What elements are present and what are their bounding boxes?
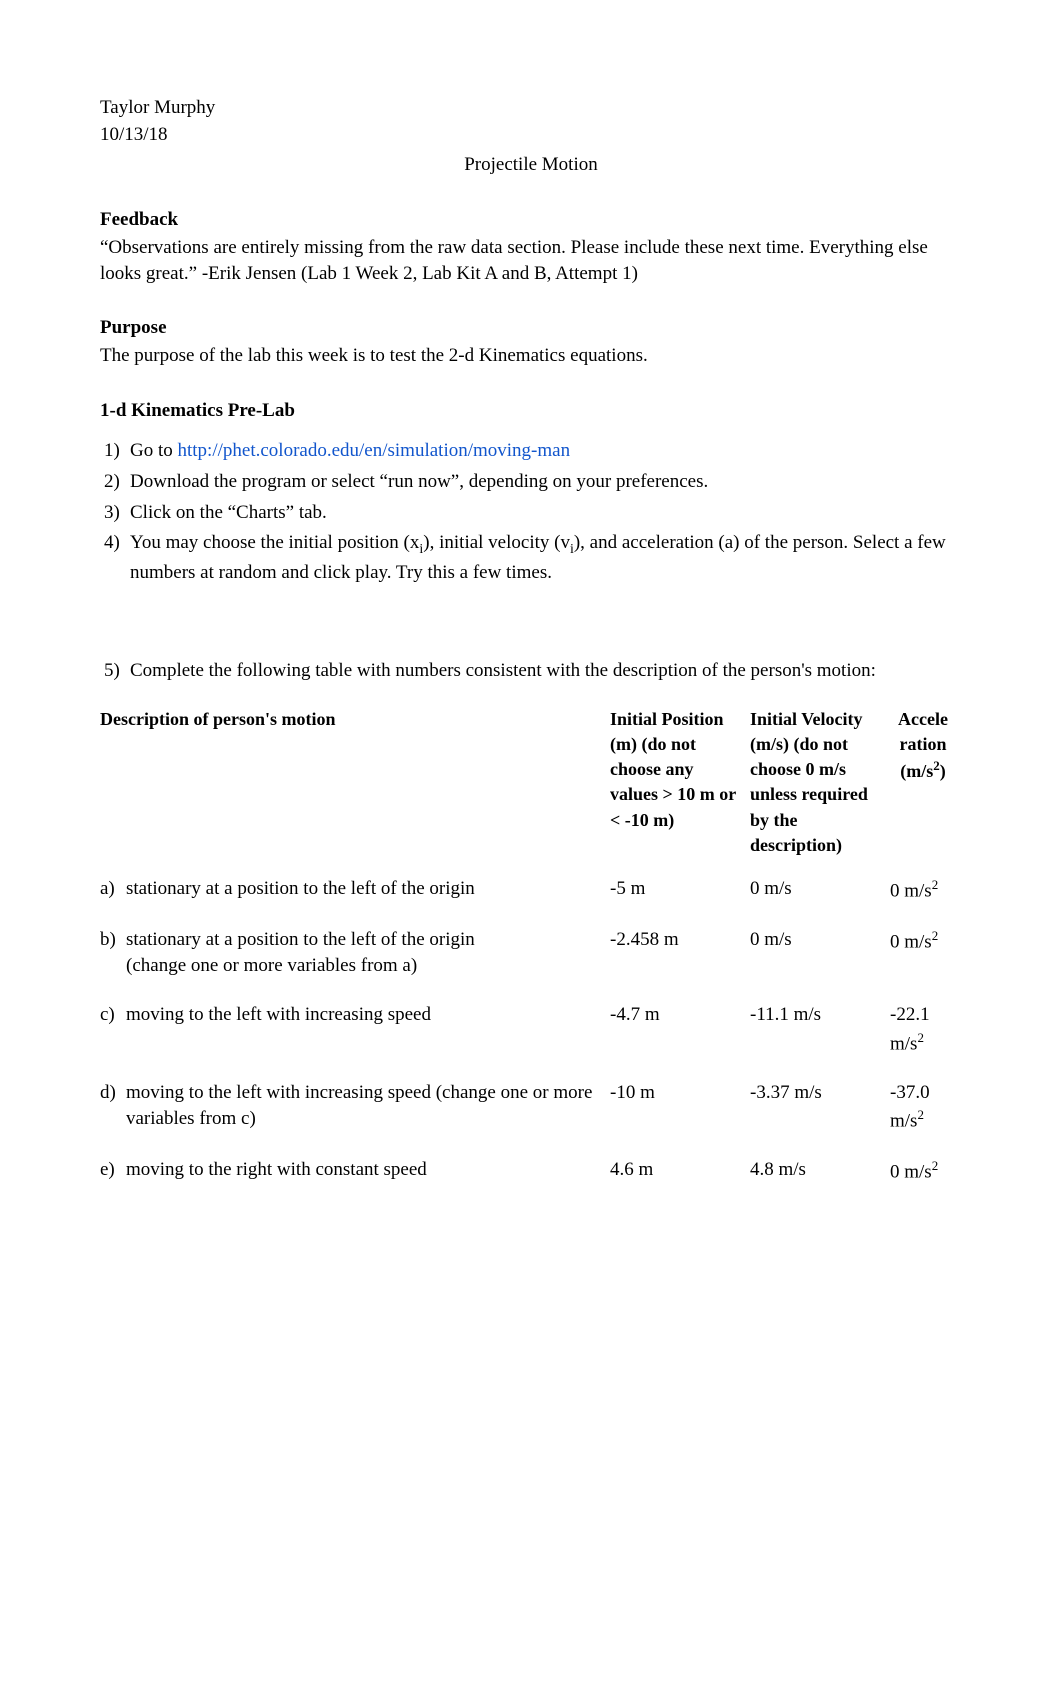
document-title: Projectile Motion: [100, 152, 962, 179]
purpose-text: The purpose of the lab this week is to t…: [100, 343, 962, 370]
step-number: 5): [100, 658, 130, 685]
document-date: 10/13/18: [100, 122, 962, 149]
step4-part-b: ), initial velocity (v: [423, 532, 570, 553]
acc-value: 0 m/s: [890, 931, 932, 952]
table-row: e) moving to the right with constant spe…: [100, 1149, 962, 1200]
header-acc-line4: ): [940, 761, 946, 781]
superscript-2: 2: [932, 928, 939, 943]
acc-value: 0 m/s: [890, 1161, 932, 1182]
row-acceleration: 0 m/s2: [884, 868, 962, 919]
row-description: stationary at a position to the left of …: [126, 919, 604, 994]
header-vel-line1: Initial Velocity: [750, 709, 863, 729]
superscript-2: 2: [932, 1158, 939, 1173]
row-velocity: 4.8 m/s: [744, 1149, 884, 1200]
table-row: a) stationary at a position to the left …: [100, 868, 962, 919]
step-number: 2): [100, 469, 130, 496]
step-number: 4): [100, 530, 130, 586]
header-acc-line3: (m/s: [900, 761, 933, 781]
row-velocity: 0 m/s: [744, 868, 884, 919]
header-description: Description of person's motion: [100, 703, 604, 868]
row-position: -5 m: [604, 868, 744, 919]
step4-part-a: You may choose the initial position (x: [130, 532, 419, 553]
step-5: 5) Complete the following table with num…: [100, 658, 962, 685]
row-acceleration: -22.1 m/s2: [884, 994, 962, 1072]
step-text: Go to http://phet.colorado.edu/en/simula…: [130, 438, 962, 465]
acc-value: 0 m/s: [890, 880, 932, 901]
superscript-2: 2: [917, 1030, 924, 1045]
row-label: a): [100, 868, 126, 919]
author-name: Taylor Murphy: [100, 95, 962, 122]
row-description: moving to the left with increasing speed…: [126, 1072, 604, 1150]
motion-table: Description of person's motion Initial P…: [100, 703, 962, 1200]
row-position: -10 m: [604, 1072, 744, 1150]
header-acc-line1: Accele: [898, 709, 948, 729]
row-description: stationary at a position to the left of …: [126, 868, 604, 919]
table-row: c) moving to the left with increasing sp…: [100, 994, 962, 1072]
row-label: c): [100, 994, 126, 1072]
step-prefix: Go to: [130, 440, 178, 461]
step-number: 3): [100, 500, 130, 527]
header-acceleration: Accele ration (m/s2): [884, 703, 962, 868]
feedback-heading: Feedback: [100, 207, 962, 234]
phet-link[interactable]: http://phet.colorado.edu/en/simulation/m…: [178, 440, 571, 461]
row-label: b): [100, 919, 126, 994]
row-description: moving to the right with constant speed: [126, 1149, 604, 1200]
header-position: Initial Position (m) (do not choose any …: [604, 703, 744, 868]
step-4: 4) You may choose the initial position (…: [100, 530, 962, 586]
table-body: a) stationary at a position to the left …: [100, 868, 962, 1200]
header-velocity: Initial Velocity (m/s) (do not choose 0 …: [744, 703, 884, 868]
header-acc-line2: ration: [900, 734, 947, 754]
step-text: Download the program or select “run now”…: [130, 469, 962, 496]
superscript-2: 2: [932, 877, 939, 892]
header-pos-line1: Initial Position: [610, 709, 724, 729]
row-acceleration: 0 m/s2: [884, 1149, 962, 1200]
header-vel-line2: (m/s) (do not choose 0 m/s unless requir…: [750, 734, 868, 855]
step-3: 3) Click on the “Charts” tab.: [100, 500, 962, 527]
superscript-2: 2: [917, 1107, 924, 1122]
row-description: moving to the left with increasing speed: [126, 994, 604, 1072]
row-label: e): [100, 1149, 126, 1200]
step-number: 1): [100, 438, 130, 465]
prelab-heading: 1-d Kinematics Pre-Lab: [100, 398, 962, 425]
table-header-row: Description of person's motion Initial P…: [100, 703, 962, 868]
step-text: You may choose the initial position (xi)…: [130, 530, 962, 586]
step-1: 1) Go to http://phet.colorado.edu/en/sim…: [100, 438, 962, 465]
feedback-text: “Observations are entirely missing from …: [100, 235, 962, 286]
row-acceleration: 0 m/s2: [884, 919, 962, 994]
row-acceleration: -37.0 m/s2: [884, 1072, 962, 1150]
table-row: b) stationary at a position to the left …: [100, 919, 962, 994]
step-text: Click on the “Charts” tab.: [130, 500, 962, 527]
header-pos-line2: (m) (do not choose any values > 10 m or …: [610, 734, 736, 830]
row-velocity: -3.37 m/s: [744, 1072, 884, 1150]
step-list: 1) Go to http://phet.colorado.edu/en/sim…: [100, 438, 962, 684]
step-text: Complete the following table with number…: [130, 658, 962, 685]
purpose-heading: Purpose: [100, 315, 962, 342]
step-2: 2) Download the program or select “run n…: [100, 469, 962, 496]
row-position: 4.6 m: [604, 1149, 744, 1200]
row-velocity: 0 m/s: [744, 919, 884, 994]
table-row: d) moving to the left with increasing sp…: [100, 1072, 962, 1150]
row-position: -4.7 m: [604, 994, 744, 1072]
row-position: -2.458 m: [604, 919, 744, 994]
row-velocity: -11.1 m/s: [744, 994, 884, 1072]
row-label: d): [100, 1072, 126, 1150]
